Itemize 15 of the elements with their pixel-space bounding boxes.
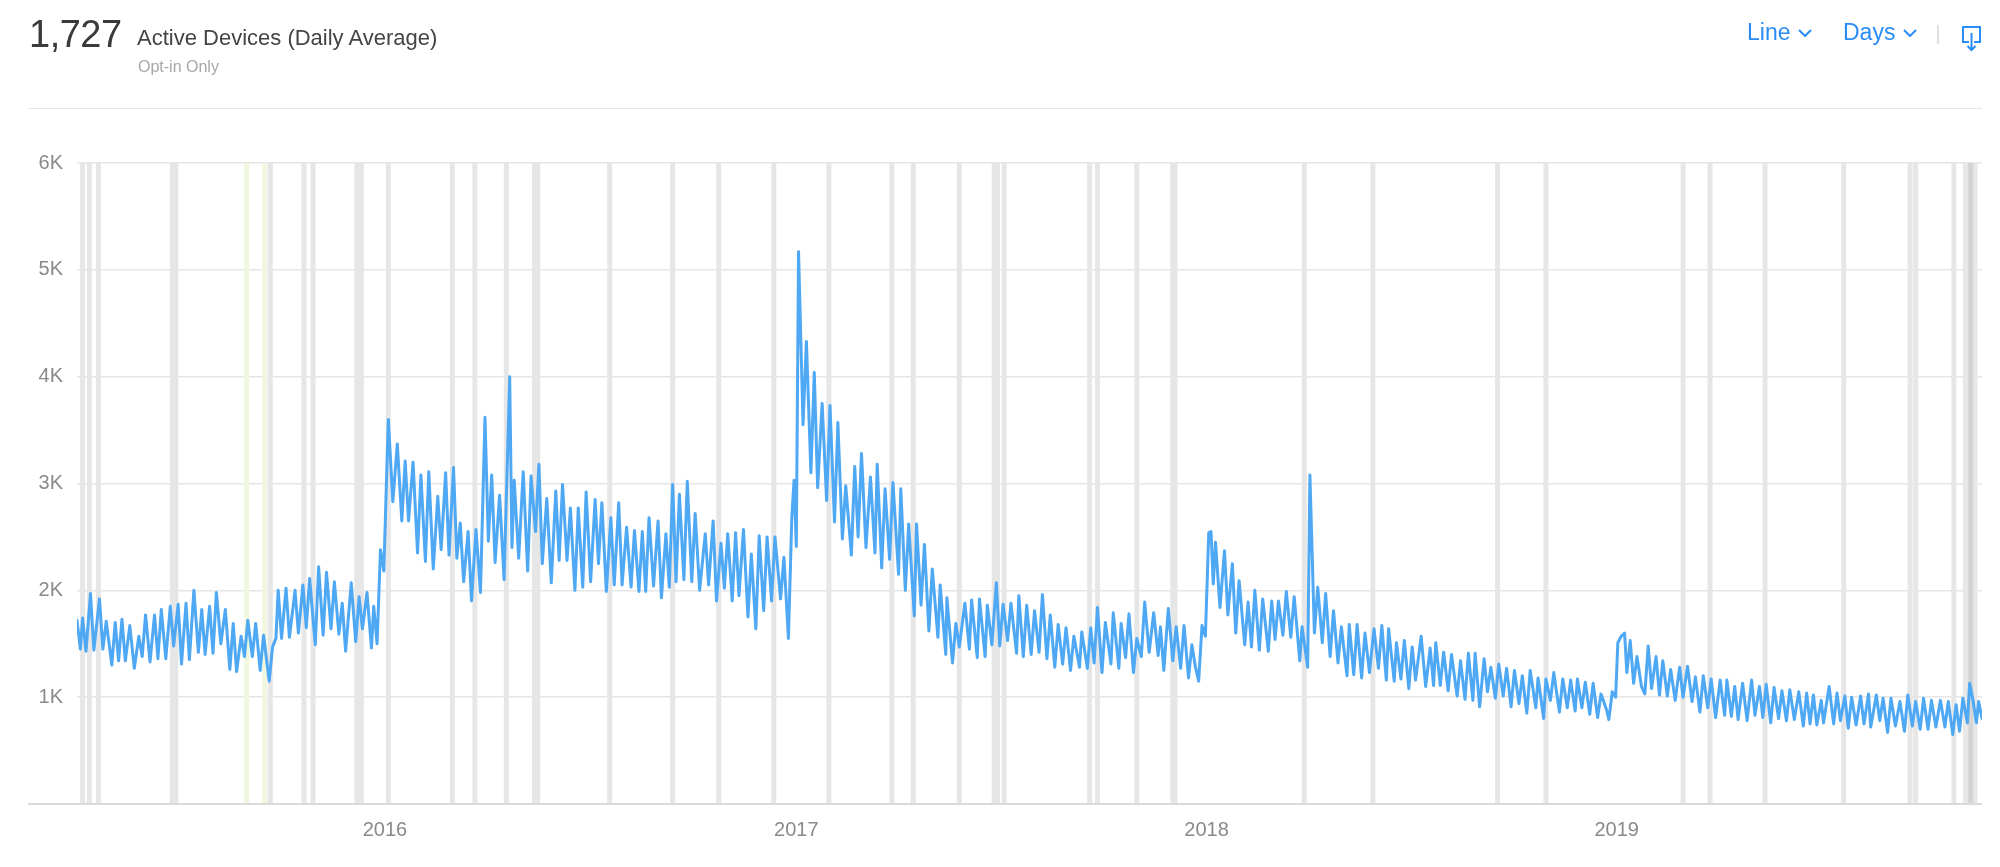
y-tick-label: 3K bbox=[38, 471, 64, 494]
x-tick-label: 2018 bbox=[1184, 817, 1229, 840]
chart-title: Active Devices (Daily Average) bbox=[137, 25, 438, 50]
y-tick-label: 6K bbox=[38, 150, 64, 173]
text: Line bbox=[1747, 19, 1791, 45]
text: 1,727 bbox=[29, 13, 122, 55]
text: Days bbox=[1843, 19, 1896, 45]
y-tick-label: 2K bbox=[38, 577, 64, 600]
x-tick-label: 2019 bbox=[1594, 817, 1639, 840]
y-tick-label: 4K bbox=[38, 364, 64, 387]
y-tick-label: 5K bbox=[38, 257, 64, 280]
y-tick-label: 1K bbox=[38, 684, 64, 707]
chart-subtitle: Opt-in Only bbox=[138, 58, 219, 75]
x-tick-label: 2017 bbox=[774, 817, 819, 840]
x-tick-label: 2016 bbox=[362, 817, 408, 840]
